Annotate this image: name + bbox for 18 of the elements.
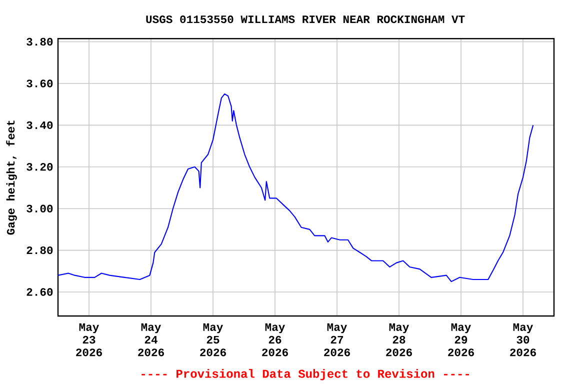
y-tick-label: 3.80 [26, 38, 53, 46]
y-tick-label: 3.00 [26, 204, 53, 212]
y-tick-label: 2.80 [26, 246, 53, 254]
chart-title: USGS 01153550 WILLIAMS RIVER NEAR ROCKINGHAM VT [146, 15, 465, 24]
y-tick-label: 2.60 [26, 288, 53, 296]
y-tick-label: 3.60 [26, 80, 53, 88]
y-axis-title: Gage height, feet [6, 120, 17, 235]
x-tick-label: May 30 2026 [510, 323, 536, 356]
x-tick-label: May 24 2026 [138, 323, 164, 356]
y-tick-label: 3.40 [26, 121, 53, 130]
x-tick-label: May 23 2026 [76, 323, 102, 356]
x-tick-label: May 27 2026 [324, 323, 350, 356]
x-tick-label: May 28 2026 [386, 323, 412, 356]
x-tick-label: May 25 2026 [200, 323, 226, 356]
x-tick-label: May 29 2026 [448, 323, 474, 356]
text: ---- Provisional Data Subject to Revision ---- [142, 369, 469, 380]
x-tick-label: May 26 2026 [262, 323, 288, 356]
y-tick-label: 3.20 [26, 163, 53, 171]
